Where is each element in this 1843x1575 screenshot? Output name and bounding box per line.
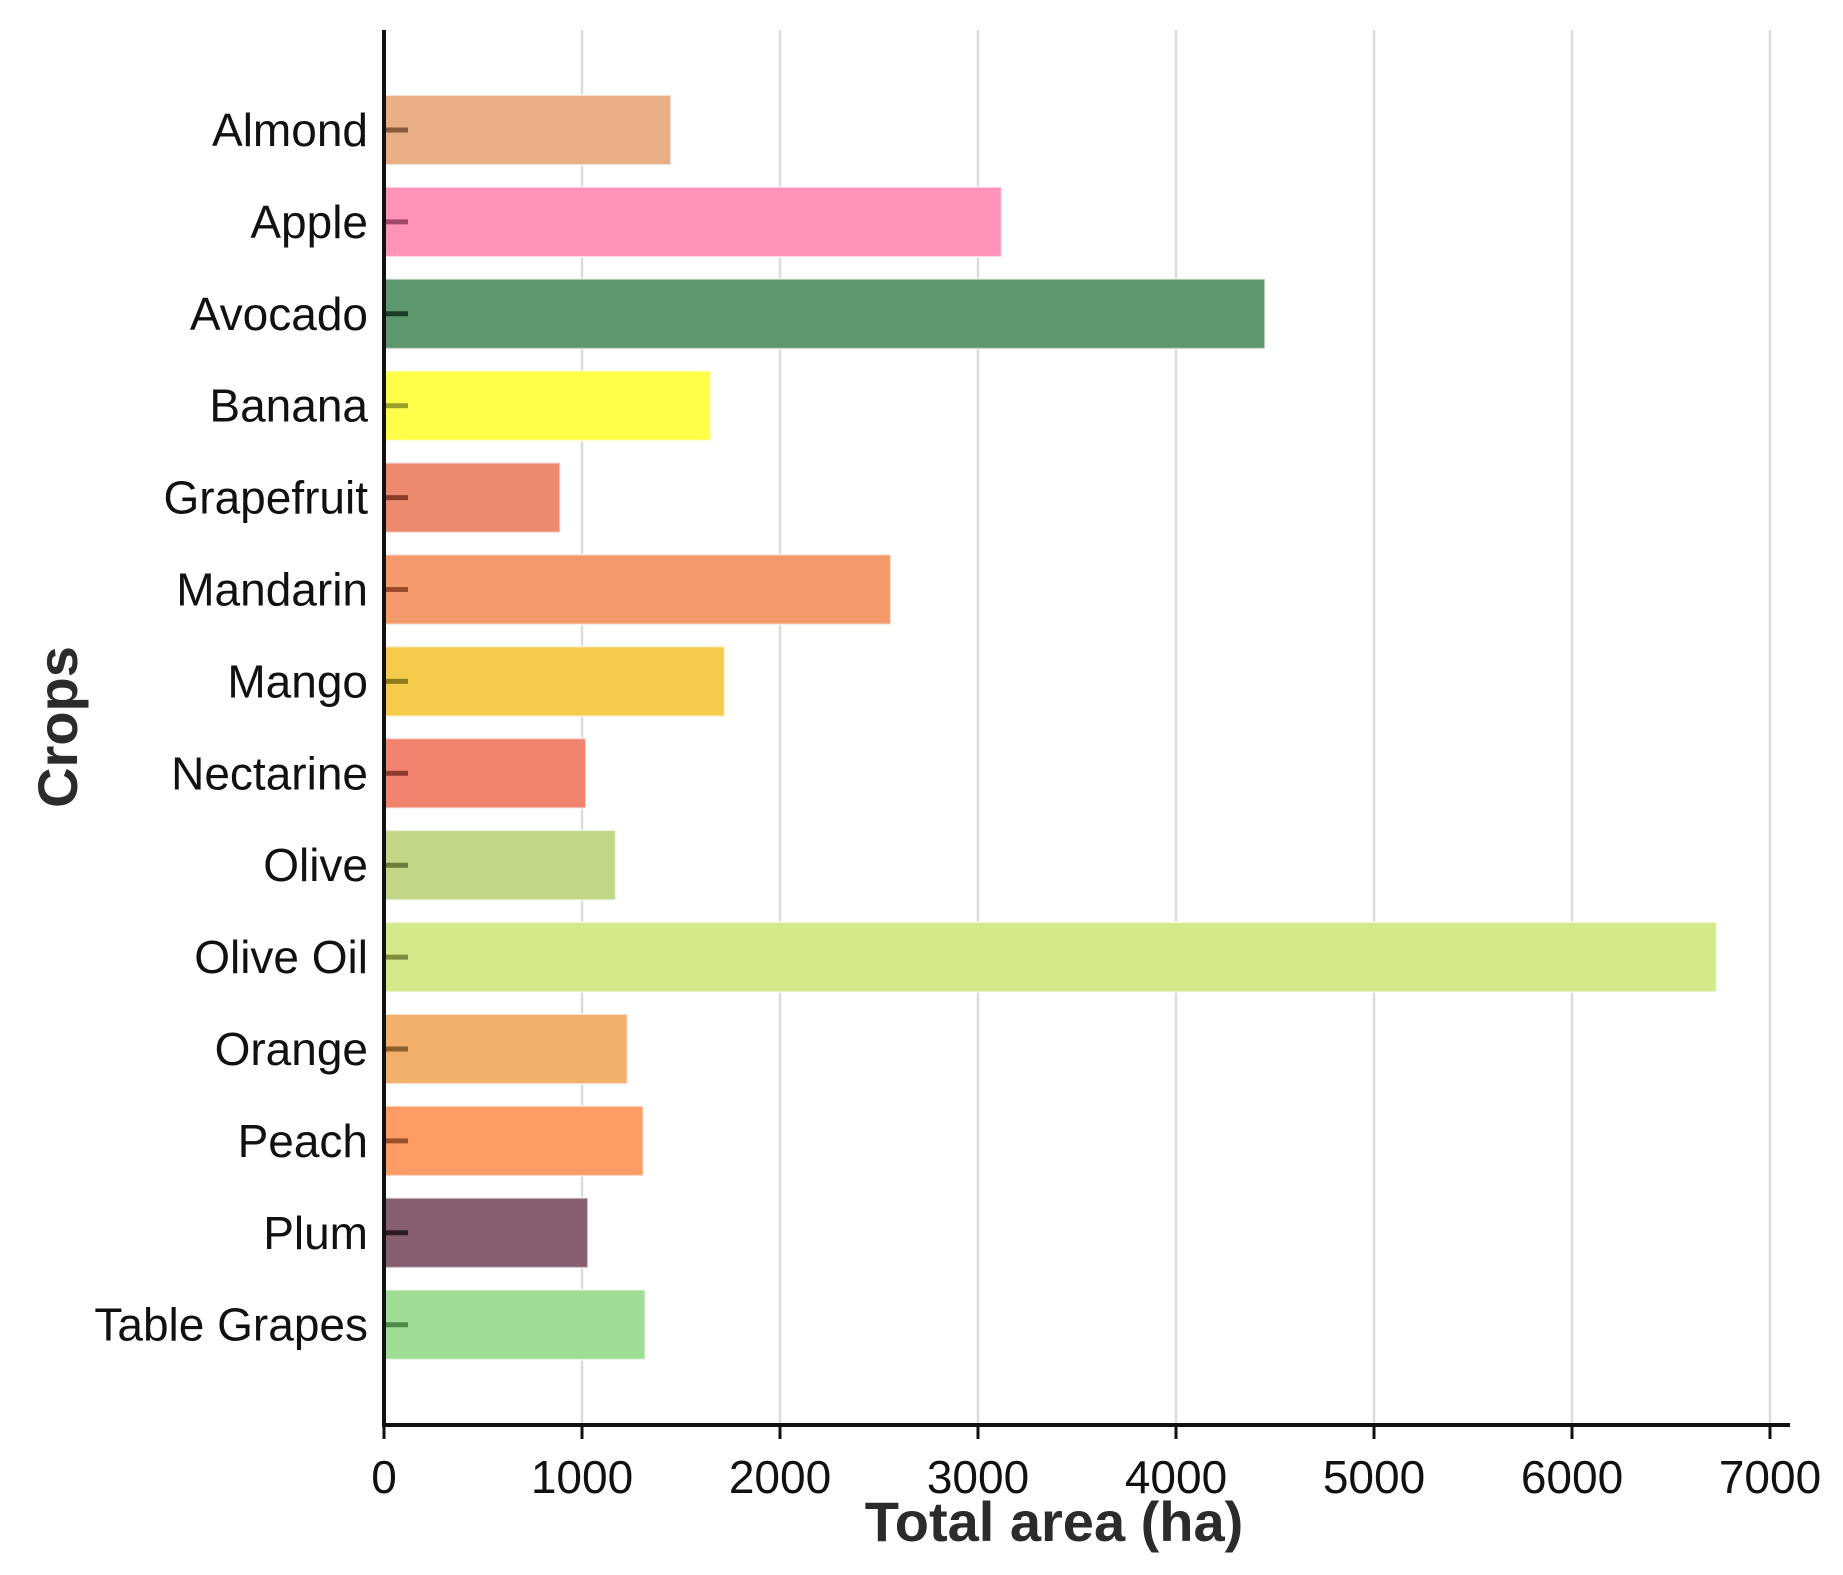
y-tick-labels: Almond Apple Avocado Banana Grapefruit Mandar… [94,104,368,1351]
bar-mandarin [383,553,892,626]
x-axis-title: Total area (ha) [865,1490,1244,1553]
bar-markers [384,127,408,1328]
x-tick-label: 6000 [1521,1451,1623,1503]
bar-table-grapes [383,1288,647,1361]
y-tick-label: Orange [215,1023,368,1075]
gridlines [580,30,1772,1425]
bar-almond [383,94,673,166]
x-tick-labels: 0 1000 2000 3000 4000 5000 6000 7000 [371,1451,1821,1503]
x-tick-label: 5000 [1323,1451,1425,1503]
y-tick-label: Almond [212,104,368,156]
y-tick-label: Mango [227,655,368,707]
y-tick-label: Table Grapes [94,1299,368,1351]
axes [382,30,1790,1439]
bar-olive-oil [383,921,1718,994]
bar-apple [383,185,1003,258]
x-tick-label: 4000 [1125,1451,1227,1503]
bar-grapefruit [383,461,562,534]
y-tick-label: Apple [250,196,368,248]
x-tick-label: 1000 [531,1451,633,1503]
bar-plum [383,1196,589,1269]
bars [383,94,1718,1361]
y-tick-label: Mandarin [176,564,368,616]
bar-nectarine [383,737,587,810]
bar-olive [383,829,617,902]
x-tick-label: 0 [371,1451,397,1503]
y-tick-label: Peach [238,1115,368,1167]
bar-peach [383,1104,645,1177]
y-tick-label: Avocado [190,288,368,340]
x-tick-label: 7000 [1719,1451,1821,1503]
y-tick-label: Olive [263,839,368,891]
y-tick-label: Plum [263,1207,368,1259]
y-axis-title: Crops [26,646,89,808]
bar-banana [383,369,712,442]
y-tick-label: Banana [209,380,368,432]
x-tick-label: 3000 [927,1451,1029,1503]
bar-orange [383,1013,629,1085]
y-tick-label: Grapefruit [163,472,368,524]
x-tick-label: 2000 [729,1451,831,1503]
bar-mango [383,645,726,718]
y-tick-label: Nectarine [171,747,368,799]
y-tick-label: Olive Oil [194,931,368,983]
bar-avocado [383,277,1267,350]
